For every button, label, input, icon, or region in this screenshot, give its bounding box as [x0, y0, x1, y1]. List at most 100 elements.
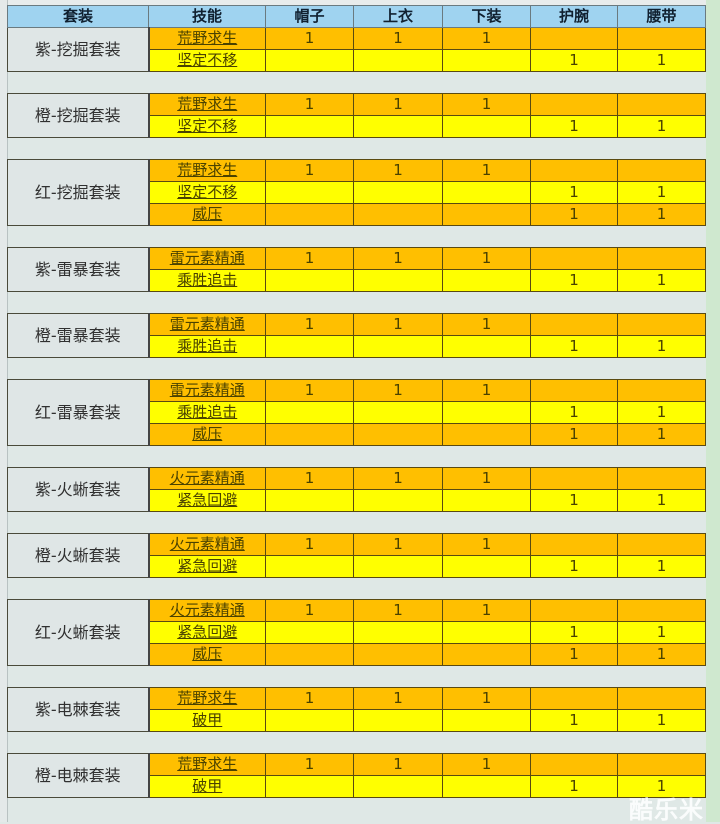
- spacer-cell[interactable]: [7, 731, 706, 754]
- spacer-cell[interactable]: [7, 137, 706, 160]
- spacer-cell[interactable]: [7, 577, 706, 600]
- skill-cell[interactable]: 威压: [148, 643, 266, 666]
- skill-cell[interactable]: 破甲: [148, 775, 266, 798]
- count-cell[interactable]: [353, 555, 443, 578]
- count-cell[interactable]: [442, 115, 531, 138]
- set-name-cell[interactable]: 橙-雷暴套装: [7, 313, 150, 358]
- count-cell[interactable]: 1: [442, 753, 531, 776]
- count-cell[interactable]: 1: [265, 687, 354, 710]
- count-cell[interactable]: 1: [353, 753, 443, 776]
- skill-cell[interactable]: 破甲: [148, 709, 266, 732]
- count-cell[interactable]: [442, 489, 531, 512]
- count-cell[interactable]: 1: [353, 467, 443, 490]
- skill-cell[interactable]: 火元素精通: [148, 533, 266, 556]
- count-cell[interactable]: [442, 775, 531, 798]
- set-name-cell[interactable]: 橙-火蜥套装: [7, 533, 150, 578]
- count-cell[interactable]: 1: [530, 203, 618, 226]
- count-cell[interactable]: [353, 423, 443, 446]
- count-cell[interactable]: [353, 489, 443, 512]
- count-cell[interactable]: 1: [617, 621, 706, 644]
- count-cell[interactable]: [265, 335, 354, 358]
- count-cell[interactable]: 1: [442, 533, 531, 556]
- count-cell[interactable]: [265, 621, 354, 644]
- count-cell[interactable]: 1: [530, 335, 618, 358]
- count-cell[interactable]: 1: [353, 687, 443, 710]
- count-cell[interactable]: [442, 335, 531, 358]
- count-cell[interactable]: 1: [617, 489, 706, 512]
- skill-cell[interactable]: 火元素精通: [148, 467, 266, 490]
- count-cell[interactable]: [353, 401, 443, 424]
- count-cell[interactable]: 1: [617, 775, 706, 798]
- count-cell[interactable]: 1: [265, 467, 354, 490]
- count-cell[interactable]: [617, 379, 706, 402]
- skill-cell[interactable]: 紧急回避: [148, 621, 266, 644]
- count-cell[interactable]: [265, 203, 354, 226]
- count-cell[interactable]: 1: [530, 423, 618, 446]
- set-name-cell[interactable]: 橙-电棘套装: [7, 753, 150, 798]
- spacer-cell[interactable]: [7, 291, 706, 314]
- count-cell[interactable]: 1: [617, 203, 706, 226]
- set-name-cell[interactable]: 紫-挖掘套装: [7, 27, 150, 72]
- count-cell[interactable]: [617, 159, 706, 182]
- spacer-cell[interactable]: [7, 797, 706, 819]
- count-cell[interactable]: 1: [617, 269, 706, 292]
- count-cell[interactable]: [530, 313, 618, 336]
- count-cell[interactable]: 1: [265, 313, 354, 336]
- skill-cell[interactable]: 紧急回避: [148, 489, 266, 512]
- count-cell[interactable]: [265, 555, 354, 578]
- skill-cell[interactable]: 雷元素精通: [148, 247, 266, 270]
- count-cell[interactable]: [530, 533, 618, 556]
- count-cell[interactable]: [617, 753, 706, 776]
- count-cell[interactable]: 1: [353, 27, 443, 50]
- set-name-cell[interactable]: 紫-电棘套装: [7, 687, 150, 732]
- count-cell[interactable]: 1: [617, 49, 706, 72]
- skill-cell[interactable]: 乘胜追击: [148, 269, 266, 292]
- skill-cell[interactable]: 坚定不移: [148, 181, 266, 204]
- header-hat[interactable]: 帽子: [265, 5, 354, 28]
- count-cell[interactable]: 1: [530, 709, 618, 732]
- count-cell[interactable]: 1: [265, 93, 354, 116]
- count-cell[interactable]: [617, 247, 706, 270]
- count-cell[interactable]: 1: [442, 27, 531, 50]
- count-cell[interactable]: 1: [530, 269, 618, 292]
- count-cell[interactable]: [617, 93, 706, 116]
- count-cell[interactable]: 1: [530, 489, 618, 512]
- count-cell[interactable]: [442, 49, 531, 72]
- count-cell[interactable]: [353, 49, 443, 72]
- count-cell[interactable]: 1: [442, 159, 531, 182]
- count-cell[interactable]: [530, 379, 618, 402]
- header-bottom[interactable]: 下装: [442, 5, 531, 28]
- count-cell[interactable]: [353, 203, 443, 226]
- skill-cell[interactable]: 雷元素精通: [148, 379, 266, 402]
- skill-cell[interactable]: 雷元素精通: [148, 313, 266, 336]
- count-cell[interactable]: [353, 643, 443, 666]
- set-name-cell[interactable]: 紫-雷暴套装: [7, 247, 150, 292]
- count-cell[interactable]: [442, 269, 531, 292]
- spacer-cell[interactable]: [7, 445, 706, 468]
- count-cell[interactable]: 1: [530, 49, 618, 72]
- skill-cell[interactable]: 坚定不移: [148, 115, 266, 138]
- count-cell[interactable]: [353, 621, 443, 644]
- skill-cell[interactable]: 威压: [148, 423, 266, 446]
- count-cell[interactable]: [442, 709, 531, 732]
- count-cell[interactable]: 1: [442, 379, 531, 402]
- skill-cell[interactable]: 乘胜追击: [148, 335, 266, 358]
- count-cell[interactable]: 1: [353, 599, 443, 622]
- count-cell[interactable]: 1: [617, 181, 706, 204]
- count-cell[interactable]: 1: [442, 467, 531, 490]
- count-cell[interactable]: [442, 423, 531, 446]
- set-name-cell[interactable]: 紫-火蜥套装: [7, 467, 150, 512]
- count-cell[interactable]: 1: [617, 401, 706, 424]
- count-cell[interactable]: [353, 335, 443, 358]
- count-cell[interactable]: [353, 181, 443, 204]
- set-name-cell[interactable]: 红-挖掘套装: [7, 159, 150, 226]
- count-cell[interactable]: [265, 423, 354, 446]
- count-cell[interactable]: [617, 599, 706, 622]
- count-cell[interactable]: [265, 643, 354, 666]
- count-cell[interactable]: [617, 467, 706, 490]
- set-name-cell[interactable]: 橙-挖掘套装: [7, 93, 150, 138]
- set-name-cell[interactable]: 红-雷暴套装: [7, 379, 150, 446]
- header-belt[interactable]: 腰带: [617, 5, 706, 28]
- count-cell[interactable]: [530, 599, 618, 622]
- count-cell[interactable]: [530, 247, 618, 270]
